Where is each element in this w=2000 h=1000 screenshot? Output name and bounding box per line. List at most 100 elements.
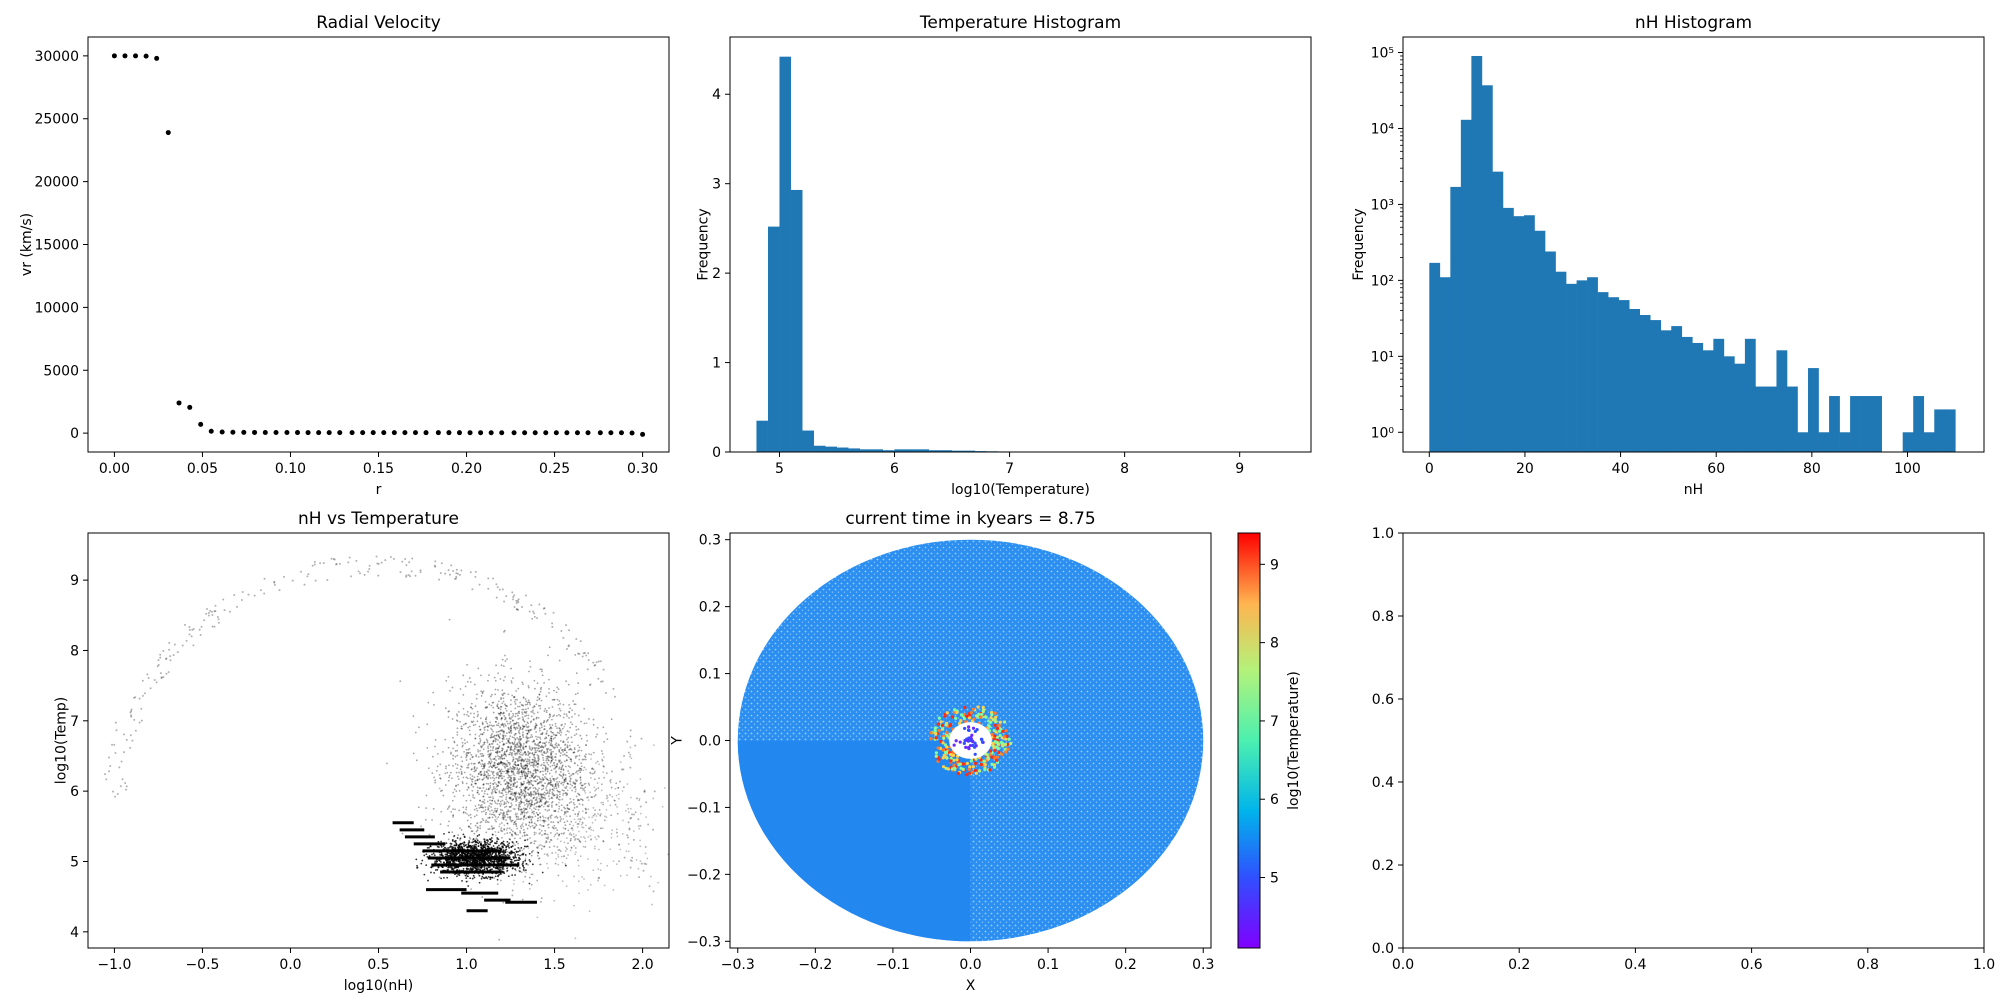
- data-point: [538, 863, 541, 866]
- data-point: [472, 762, 475, 765]
- data-point: [575, 637, 578, 640]
- data-point: [506, 785, 508, 788]
- data-point: [448, 820, 450, 823]
- data-point: [556, 776, 559, 779]
- data-point: [547, 819, 550, 821]
- data-point: [543, 794, 546, 797]
- data-point: [498, 813, 501, 816]
- data-point: [533, 746, 536, 749]
- data-point: [553, 787, 556, 789]
- data-point: [503, 630, 505, 633]
- y-tick-label: 10⁰: [1371, 425, 1395, 441]
- data-point: [549, 788, 551, 791]
- data-point: [505, 769, 508, 772]
- data-point: [510, 820, 513, 823]
- data-point: [479, 771, 482, 774]
- data-point: [533, 740, 535, 743]
- x-tick-label: 9: [1235, 461, 1244, 477]
- data-point: [522, 815, 525, 818]
- data-point: [524, 854, 527, 857]
- data-point: [474, 737, 477, 740]
- chart-title: Radial Velocity: [316, 13, 441, 33]
- data-point: [560, 818, 562, 820]
- data-point: [505, 791, 507, 794]
- data-point: [467, 726, 470, 729]
- data-point: [503, 757, 506, 760]
- data-point: [548, 739, 551, 742]
- data-point: [465, 799, 468, 802]
- data-point: [562, 773, 565, 776]
- data-point: [466, 754, 469, 757]
- data-point: [469, 681, 472, 683]
- data-point: [466, 868, 468, 871]
- data-point: [414, 574, 417, 577]
- data-point: [563, 760, 566, 763]
- data-point: [525, 714, 528, 717]
- data-point: [552, 777, 555, 780]
- data-point: [508, 731, 511, 734]
- data-point: [560, 782, 562, 785]
- data-point: [481, 767, 484, 770]
- data-point: [573, 844, 575, 847]
- data-point: [517, 738, 520, 741]
- data-point: [540, 778, 543, 781]
- data-point: [537, 763, 540, 766]
- data-point: [516, 781, 519, 783]
- data-point: [509, 703, 512, 706]
- data-point: [468, 840, 470, 842]
- data-point: [578, 794, 581, 797]
- data-point: [518, 752, 521, 755]
- data-point: [518, 736, 521, 738]
- data-point: [545, 757, 548, 760]
- data-point: [515, 743, 518, 746]
- data-point: [540, 829, 543, 832]
- data-point: [360, 430, 366, 436]
- data-point: [461, 847, 464, 849]
- data-point: [579, 798, 582, 801]
- data-point: [506, 853, 509, 856]
- data-point: [485, 839, 488, 842]
- data-point: [522, 771, 525, 774]
- data-point: [543, 721, 546, 723]
- data-point: [494, 875, 497, 878]
- data-point: [537, 805, 540, 808]
- data-point: [595, 788, 598, 791]
- data-point: [122, 53, 128, 59]
- data-point: [445, 842, 448, 845]
- data-point: [488, 828, 491, 830]
- data-point: [509, 747, 512, 750]
- data-point: [522, 880, 525, 883]
- data-point: [425, 864, 428, 867]
- histogram-bar: [1702, 350, 1714, 452]
- data-point: [496, 837, 499, 839]
- data-point: [498, 802, 501, 805]
- data-point: [431, 853, 433, 856]
- data-point: [111, 743, 114, 746]
- y-tick-label: 25000: [34, 112, 79, 128]
- data-point: [507, 693, 510, 696]
- data-point: [530, 710, 533, 713]
- data-point: [517, 792, 520, 795]
- data-point: [115, 729, 118, 732]
- data-point: [487, 749, 490, 752]
- data-point: [480, 841, 483, 843]
- data-point: [596, 782, 599, 784]
- data-point: [527, 816, 530, 818]
- data-point: [523, 796, 526, 799]
- data-point: [628, 828, 631, 831]
- data-point: [569, 849, 572, 852]
- data-point: [521, 767, 524, 770]
- y-tick-label: 20000: [34, 175, 79, 191]
- data-point: [629, 796, 632, 799]
- data-point: [500, 803, 503, 806]
- data-point: [434, 781, 437, 784]
- data-point: [461, 760, 464, 763]
- data-point: [555, 797, 558, 799]
- data-point: [492, 786, 495, 788]
- data-point: [461, 782, 464, 785]
- data-point: [501, 724, 503, 726]
- data-point: [590, 753, 593, 756]
- data-point: [457, 778, 460, 781]
- data-point: [423, 854, 426, 857]
- data-point: [521, 766, 524, 769]
